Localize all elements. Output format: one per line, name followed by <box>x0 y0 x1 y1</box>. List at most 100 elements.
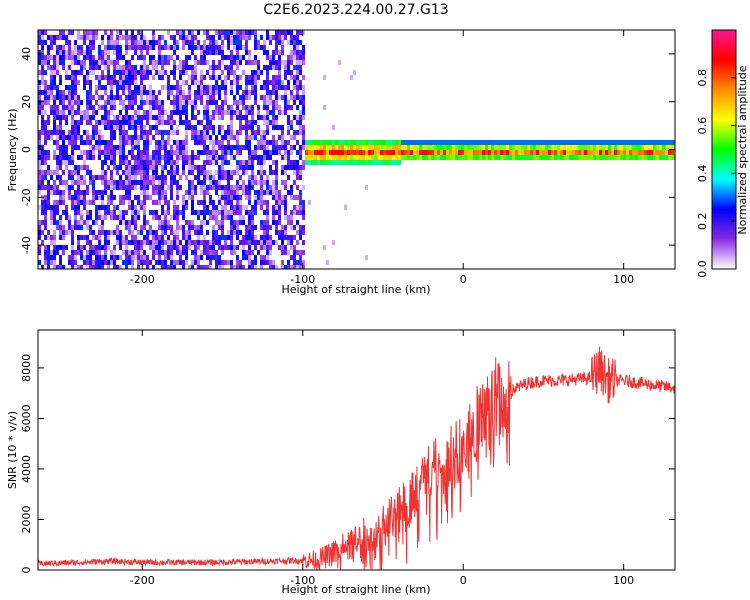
heatmap-cell-1138 <box>140 70 143 75</box>
heatmap-cell-853 <box>116 50 119 55</box>
heatmap-cell-1828 <box>203 165 206 170</box>
heatmap-cell-2484 <box>263 210 266 215</box>
heatmap-cell-2744 <box>290 50 293 55</box>
heatmap-cell-2008 <box>218 245 221 250</box>
spectrogram-x-label: Height of straight line (km) <box>281 283 430 296</box>
heatmap-cell-2559 <box>272 55 275 60</box>
heatmap-cell-2403 <box>254 210 257 215</box>
spectrogram-x-tick-label-1: -100 <box>290 273 315 286</box>
heatmap-cell-2164 <box>233 170 236 175</box>
heatmap-cell-265 <box>59 245 62 250</box>
heatmap-cell-2805 <box>296 55 299 60</box>
heatmap-cell-39 <box>41 50 44 55</box>
heatmap-cell-2937 <box>323 245 326 250</box>
heatmap-cell-2958 <box>335 150 338 155</box>
heatmap-cell-1703 <box>191 165 194 170</box>
heatmap-cell-1401 <box>161 260 164 265</box>
heatmap-cell-1937 <box>212 210 215 215</box>
heatmap-cell-510 <box>83 190 86 195</box>
heatmap-cell-1611 <box>182 195 185 200</box>
heatmap-cell-2005 <box>218 225 221 230</box>
heatmap-cell-1652 <box>185 245 188 250</box>
heatmap-cell-541 <box>86 185 89 190</box>
heatmap-cell-1600 <box>182 100 185 105</box>
heatmap-cell-1612 <box>182 200 185 205</box>
heatmap-cell-775 <box>107 230 110 235</box>
heatmap-cell-3206 <box>500 150 503 155</box>
heatmap-cell-1552 <box>176 205 179 210</box>
heatmap-cell-489 <box>80 255 83 260</box>
heatmap-cell-451 <box>77 195 80 200</box>
heatmap-cell-2626 <box>278 35 281 40</box>
heatmap-cell-1351 <box>158 160 161 165</box>
heatmap-cell-2048 <box>221 260 224 265</box>
heatmap-cell-3046 <box>383 160 386 165</box>
heatmap-cell-443 <box>77 145 80 150</box>
heatmap-cell-1127 <box>137 250 140 255</box>
heatmap-cell-2914 <box>311 160 314 165</box>
heatmap-cell-2346 <box>251 60 254 65</box>
heatmap-cell-1843 <box>203 250 206 255</box>
heatmap-cell-2669 <box>281 165 284 170</box>
heatmap-cell-2381 <box>254 45 257 50</box>
heatmap-cell-2647 <box>278 210 281 215</box>
heatmap-cell-553 <box>86 265 89 269</box>
heatmap-cell-336 <box>68 105 71 110</box>
heatmap-cell-728 <box>104 140 107 145</box>
heatmap-cell-2298 <box>245 195 248 200</box>
heatmap-cell-824 <box>113 95 116 100</box>
heatmap-cell-133 <box>47 260 50 265</box>
heatmap-cell-2812 <box>296 90 299 95</box>
heatmap-cell-2989 <box>353 70 356 75</box>
heatmap-cell-1553 <box>176 210 179 215</box>
heatmap-cell-1244 <box>149 60 152 65</box>
heatmap-cell-2214 <box>236 265 239 269</box>
heatmap-cell-291 <box>62 190 65 195</box>
heatmap-cell-1886 <box>209 90 212 95</box>
heatmap-cell-2548 <box>269 185 272 190</box>
heatmap-cell-360 <box>71 80 74 85</box>
heatmap-cell-1638 <box>185 135 188 140</box>
heatmap-cell-1402 <box>161 265 164 269</box>
heatmap-cell-140 <box>50 70 53 75</box>
heatmap-cell-14 <box>38 130 41 135</box>
heatmap-cell-2555 <box>269 260 272 265</box>
heatmap-cell-3255 <box>536 155 539 160</box>
heatmap-cell-514 <box>83 220 86 225</box>
heatmap-cell-2980 <box>347 150 350 155</box>
heatmap-cell-837 <box>113 180 116 185</box>
heatmap-cell-3101 <box>422 145 425 150</box>
heatmap-cell-2711 <box>284 250 287 255</box>
heatmap-cell-2079 <box>224 260 227 265</box>
heatmap-cell-1376 <box>161 105 164 110</box>
heatmap-cell-2362 <box>251 165 254 170</box>
heatmap-cell-2364 <box>251 175 254 180</box>
heatmap-cell-407 <box>74 125 77 130</box>
heatmap-cell-3270 <box>548 150 551 155</box>
heatmap-cell-2920 <box>317 140 320 145</box>
heatmap-cell-1737 <box>194 165 197 170</box>
heatmap-cell-300 <box>62 265 65 269</box>
heatmap-cell-1944 <box>212 250 215 255</box>
heatmap-cell-788 <box>110 85 113 90</box>
heatmap-cell-339 <box>68 135 71 140</box>
heatmap-cell-3228 <box>518 140 521 145</box>
heatmap-cell-2672 <box>281 195 284 200</box>
heatmap-cell-3209 <box>503 145 506 150</box>
heatmap-cell-1051 <box>131 210 134 215</box>
heatmap-cell-3397 <box>644 145 647 150</box>
heatmap-cell-2112 <box>230 40 233 45</box>
heatmap-cell-2660 <box>281 85 284 90</box>
heatmap-cell-2791 <box>293 205 296 210</box>
heatmap-cell-3189 <box>488 145 491 150</box>
heatmap-cell-2004 <box>218 220 221 225</box>
heatmap-cell-370 <box>71 130 74 135</box>
heatmap-cell-496 <box>83 60 86 65</box>
heatmap-cell-456 <box>77 225 80 230</box>
heatmap-cell-1914 <box>212 50 215 55</box>
heatmap-cell-684 <box>101 55 104 60</box>
heatmap-cell-3274 <box>551 150 554 155</box>
heatmap-cell-1967 <box>215 205 218 210</box>
heatmap-cell-3363 <box>617 155 620 160</box>
heatmap-cell-6 <box>38 70 41 75</box>
